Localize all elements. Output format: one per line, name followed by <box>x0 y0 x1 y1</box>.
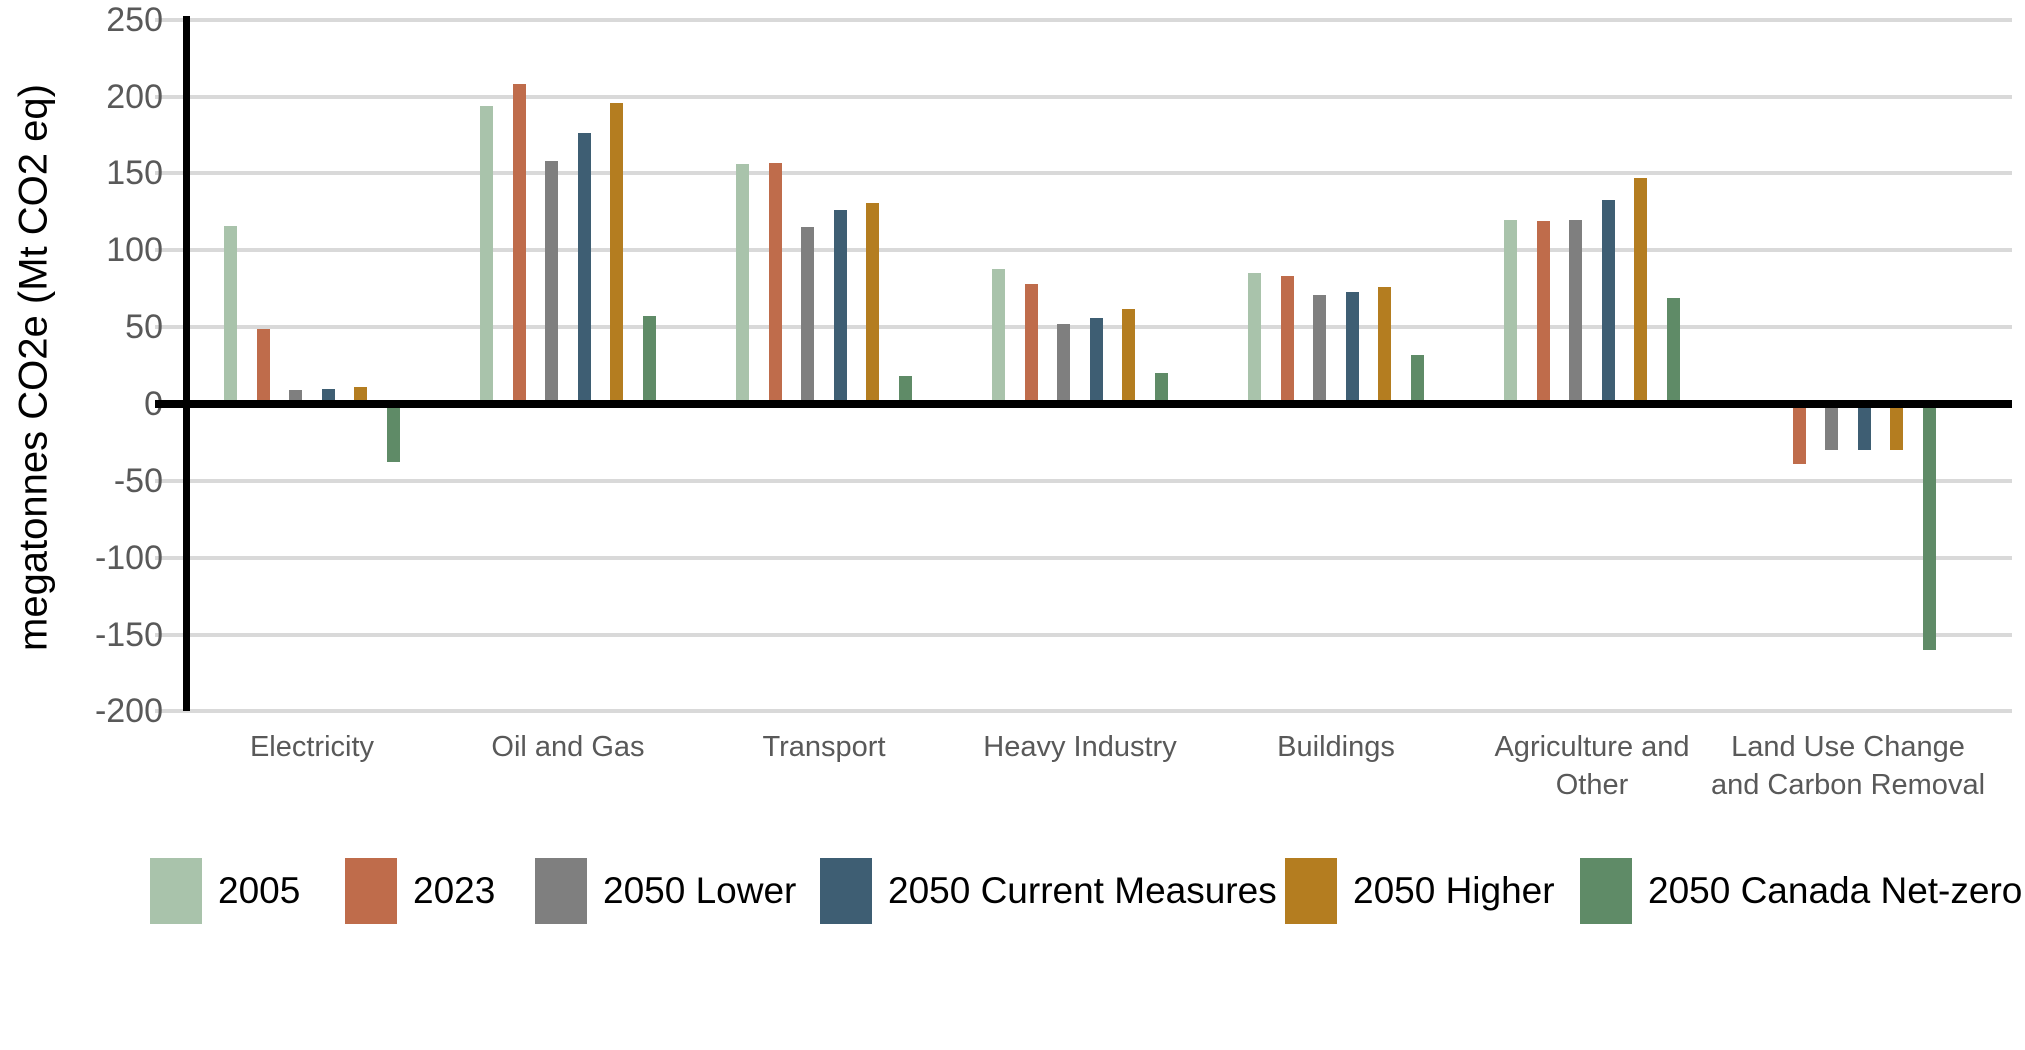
bar-2023-land-use-change-and-carbon-removal <box>1793 404 1806 464</box>
bar-2005-heavy-industry <box>992 268 1005 404</box>
y-axis-title: megatonnes CO2e (Mt CO2 eq) <box>11 84 56 651</box>
legend-swatch-2023 <box>345 858 397 924</box>
bar-2050-higher-heavy-industry <box>1122 308 1135 404</box>
bar-2023-transport <box>769 162 782 404</box>
bar-2050-lower-oil-and-gas <box>545 161 558 404</box>
bar-2005-buildings <box>1248 273 1261 404</box>
y-tick-label: -50 <box>113 461 163 500</box>
y-tick-label: 50 <box>125 308 163 347</box>
bar-2050-current-measures-agriculture-and-other <box>1602 199 1615 404</box>
legend: 2005 2023 2050 Lower 2050 Current Measures 2… <box>0 858 2025 928</box>
bar-2005-transport <box>736 164 749 404</box>
x-category-label-electricity: Electricity <box>249 731 375 763</box>
y-tick-label: 100 <box>106 231 163 270</box>
bar-2050-canada-net-zero-transport <box>899 376 912 404</box>
bar-2050-lower-agriculture-and-other <box>1569 219 1582 404</box>
legend-swatch-2005 <box>150 858 202 924</box>
y-tick-label: -150 <box>94 615 163 654</box>
gridline-150 <box>155 171 2012 176</box>
gridline-50 <box>155 325 2012 330</box>
bar-2023-agriculture-and-other <box>1537 221 1550 404</box>
legend-label-2050-canada-net-zero: 2050 Canada Net-zero <box>1648 870 2023 911</box>
bar-2050-higher-buildings <box>1378 287 1391 404</box>
y-tick-label: 150 <box>106 154 163 193</box>
legend-label-2023: 2023 <box>413 870 496 911</box>
bar-2050-lower-transport <box>801 227 814 404</box>
y-tick-label: 200 <box>106 77 163 116</box>
bar-2050-canada-net-zero-electricity <box>387 404 400 463</box>
bar-2050-canada-net-zero-heavy-industry <box>1155 373 1168 404</box>
legend-item-2050-lower: 2050 Lower <box>535 858 796 924</box>
x-category-label-transport: Transport <box>762 731 886 763</box>
bar-2005-oil-and-gas <box>480 105 493 404</box>
legend-item-2050-canada-net-zero: 2050 Canada Net-zero <box>1580 858 2022 924</box>
y-tick-label: -200 <box>94 692 163 731</box>
x-category-label-land-use-change-and-carbon-removal: Land Use Change and Carbon Removal <box>1710 731 1986 801</box>
legend-label-2050-higher: 2050 Higher <box>1353 870 1555 911</box>
bar-2050-canada-net-zero-oil-and-gas <box>643 316 656 404</box>
y-axis-line <box>183 16 190 712</box>
bar-2050-current-measures-land-use-change-and-carbon-removal <box>1858 404 1871 451</box>
y-tick-label: 0 <box>144 385 163 423</box>
gridline--200 <box>155 709 2012 714</box>
gridline--100 <box>155 555 2012 560</box>
bar-2023-electricity <box>257 328 270 404</box>
bar-2050-canada-net-zero-agriculture-and-other <box>1667 297 1680 404</box>
bar-2050-current-measures-oil-and-gas <box>578 133 591 404</box>
x-axis-zero-line <box>155 400 2012 408</box>
bar-2050-higher-agriculture-and-other <box>1634 178 1647 404</box>
x-category-label-heavy-industry: Heavy Industry <box>983 731 1177 763</box>
y-tick-label: -100 <box>94 538 163 577</box>
gridline-200 <box>155 94 2012 99</box>
legend-swatch-2050-canada-net-zero <box>1580 858 1632 924</box>
bar-2050-higher-electricity <box>354 387 367 404</box>
x-category-label-agriculture-and-other: Agriculture and Other <box>1494 731 1690 801</box>
bar-2050-current-measures-buildings <box>1346 291 1359 404</box>
gridline-250 <box>155 17 2012 22</box>
bar-2050-canada-net-zero-land-use-change-and-carbon-removal <box>1923 404 1936 650</box>
gridline--50 <box>155 478 2012 483</box>
gridline-100 <box>155 248 2012 253</box>
bar-2005-electricity <box>224 225 237 404</box>
bar-2050-lower-heavy-industry <box>1057 324 1070 404</box>
x-category-label-oil-and-gas: Oil and Gas <box>491 731 645 763</box>
gridline--150 <box>155 632 2012 637</box>
bar-2050-higher-transport <box>866 202 879 404</box>
x-category-label-buildings: Buildings <box>1277 731 1395 763</box>
legend-label-2050-current-measures: 2050 Current Measures <box>888 870 1277 911</box>
y-tick-label: 250 <box>106 0 163 39</box>
bar-2050-lower-buildings <box>1313 294 1326 404</box>
bar-2050-lower-land-use-change-and-carbon-removal <box>1825 404 1838 451</box>
legend-swatch-2050-lower <box>535 858 587 924</box>
bar-2050-higher-oil-and-gas <box>610 102 623 404</box>
bar-2050-current-measures-heavy-industry <box>1090 317 1103 404</box>
bar-2023-heavy-industry <box>1025 284 1038 404</box>
bar-2050-canada-net-zero-buildings <box>1411 354 1424 404</box>
bar-2023-oil-and-gas <box>513 84 526 404</box>
legend-swatch-2050-current-measures <box>820 858 872 924</box>
legend-item-2023: 2023 <box>345 858 495 924</box>
bar-2050-current-measures-transport <box>834 210 847 404</box>
bar-2023-buildings <box>1281 276 1294 404</box>
legend-item-2050-higher: 2050 Higher <box>1285 858 1555 924</box>
legend-item-2005: 2005 <box>150 858 300 924</box>
legend-swatch-2050-higher <box>1285 858 1337 924</box>
bar-2005-agriculture-and-other <box>1504 219 1517 404</box>
legend-label-2005: 2005 <box>218 870 301 911</box>
legend-item-2050-current-measures: 2050 Current Measures <box>820 858 1277 924</box>
legend-label-2050-lower: 2050 Lower <box>603 870 797 911</box>
bar-2050-higher-land-use-change-and-carbon-removal <box>1890 404 1903 451</box>
